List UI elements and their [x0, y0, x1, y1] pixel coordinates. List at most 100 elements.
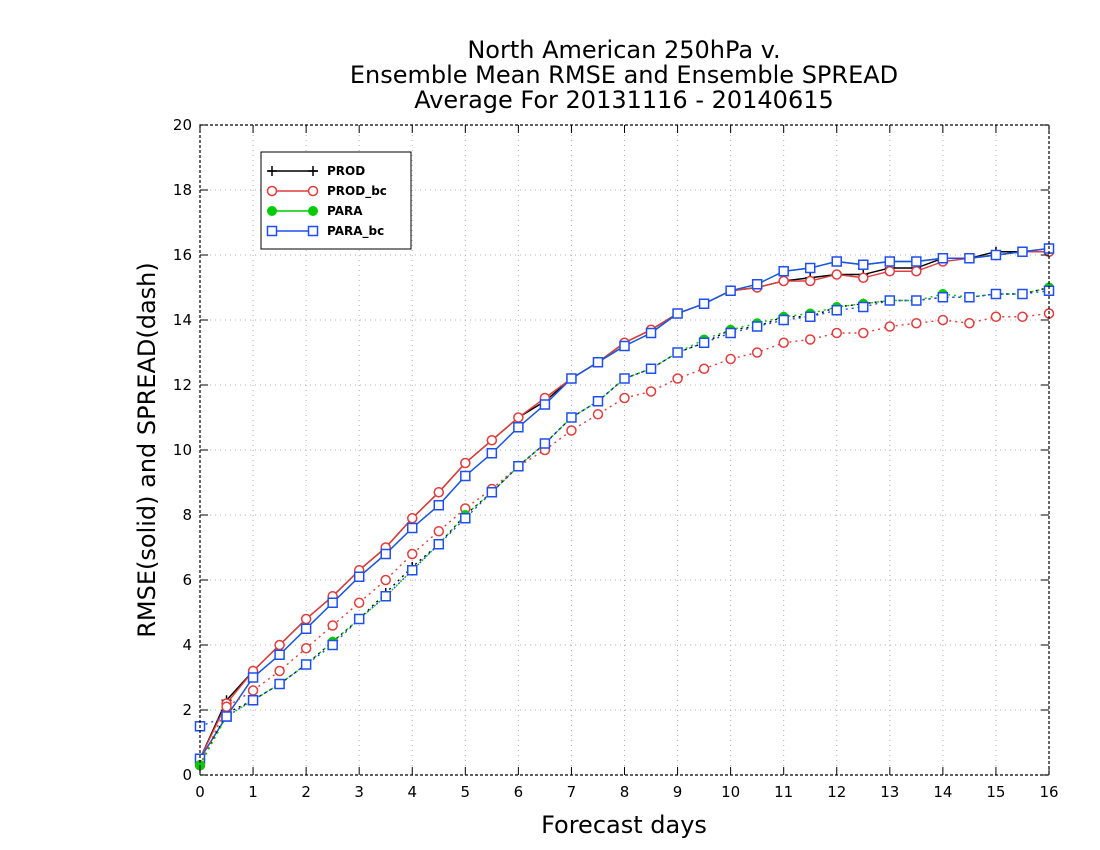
data-point: [274, 649, 285, 660]
data-point: [698, 298, 710, 309]
data-point: [831, 305, 842, 316]
y-tick-label: 12: [173, 376, 192, 394]
data-point: [353, 613, 365, 625]
data-point: [1017, 311, 1028, 322]
data-point: [539, 438, 551, 449]
legend-item-para: PARA: [267, 204, 363, 218]
data-point: [513, 461, 524, 472]
y-tick-label: 16: [173, 246, 192, 264]
data-point: [221, 701, 232, 712]
x-tick-label: 7: [567, 783, 577, 801]
data-point: [804, 262, 816, 274]
data-point: [911, 295, 922, 306]
data-point: [619, 373, 630, 384]
y-tick-label: 10: [173, 441, 192, 459]
data-point: [327, 639, 338, 651]
x-tick-label: 9: [673, 783, 683, 801]
chart-title-line-2: Ensemble Mean RMSE and Ensemble SPREAD: [350, 61, 898, 89]
data-point: [937, 314, 949, 326]
data-point: [804, 275, 816, 287]
x-tick-label: 5: [461, 783, 471, 801]
data-point: [990, 311, 1002, 322]
y-tick-label: 8: [182, 506, 192, 524]
data-point: [486, 448, 498, 459]
data-point: [353, 571, 365, 582]
data-point: [778, 314, 789, 326]
data-point: [964, 292, 975, 303]
legend-label: PROD_bc: [327, 184, 387, 199]
data-point: [884, 295, 896, 306]
data-point: [566, 412, 577, 423]
data-point: [380, 548, 391, 560]
data-point: [513, 422, 524, 433]
data-point: [937, 253, 949, 264]
data-point: [751, 321, 763, 332]
legend-marker: [307, 225, 319, 237]
legend-marker: [267, 166, 277, 176]
legend-marker: [266, 185, 278, 197]
data-point: [592, 396, 604, 407]
data-point: [884, 321, 896, 332]
x-tick-label: 11: [774, 783, 793, 801]
legend-marker: [266, 225, 278, 237]
data-point: [1017, 288, 1028, 300]
data-point: [964, 253, 975, 264]
data-point: [619, 392, 630, 404]
data-point: [619, 340, 630, 352]
x-tick-label: 1: [248, 783, 258, 801]
y-tick-label: 0: [182, 766, 192, 784]
data-point: [274, 678, 285, 690]
series-line: [199, 286, 1050, 766]
data-point: [327, 597, 338, 608]
data-point: [407, 548, 418, 560]
data-point: [645, 327, 657, 339]
data-point: [645, 386, 657, 397]
legend-item-prod: PROD: [267, 164, 365, 178]
chart-title-line-3: Average For 20131116 - 20140615: [414, 86, 834, 114]
data-point: [353, 597, 365, 608]
data-point: [990, 249, 1002, 261]
data-point: [300, 623, 312, 634]
data-point: [407, 565, 418, 576]
data-point: [221, 711, 232, 722]
data-point: [778, 337, 789, 348]
data-point: [831, 256, 842, 267]
series-para-bc-dotted: [194, 285, 1055, 732]
y-tick-label: 2: [182, 701, 192, 719]
legend-box: [260, 151, 412, 250]
series-layer: [194, 243, 1055, 771]
data-point: [380, 591, 391, 602]
legend-label: PARA: [327, 204, 363, 218]
data-point: [592, 357, 604, 368]
data-point: [1017, 246, 1028, 257]
data-point: [274, 639, 285, 651]
data-point: [300, 659, 312, 670]
y-tick-label: 20: [173, 116, 192, 134]
data-point: [858, 259, 869, 270]
data-point: [911, 256, 922, 267]
data-point: [486, 487, 498, 498]
legend: PROD PROD_bc PARA PARA_bc: [260, 151, 412, 250]
data-point: [645, 363, 657, 374]
legend-marker: [307, 185, 319, 197]
data-point: [513, 412, 524, 423]
series-para-dotted: [195, 282, 1054, 771]
data-point: [804, 334, 816, 345]
x-tick-label: 6: [514, 783, 524, 801]
data-point: [380, 574, 391, 586]
legend-item-prod-bc: PROD_bc: [266, 184, 387, 199]
x-tick-label: 14: [933, 783, 952, 801]
data-point: [698, 337, 710, 348]
data-point: [433, 500, 445, 511]
data-point: [725, 285, 736, 296]
data-point: [407, 522, 418, 534]
y-tick-label: 4: [182, 636, 192, 654]
x-tick-label: 15: [986, 783, 1005, 801]
data-point: [247, 685, 259, 696]
data-point: [539, 399, 551, 410]
axis-ticks: 0 1 2 3 4 5 6 7 8 9 10 11 12 13 14 15 160246810121416182…: [173, 116, 1059, 801]
data-point: [725, 353, 736, 365]
data-point: [884, 266, 896, 277]
data-point: [407, 513, 418, 524]
